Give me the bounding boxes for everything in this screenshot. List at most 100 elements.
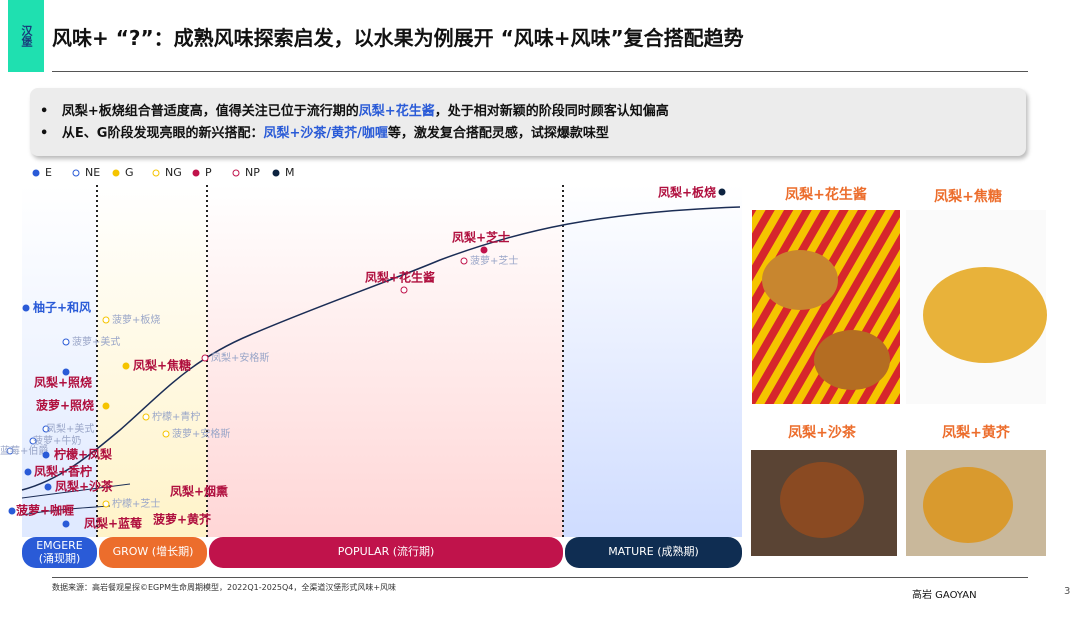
text: 等，激发复合搭配灵感，试探爆款味型: [387, 126, 609, 141]
point-marker: [24, 468, 32, 476]
point-marker: [102, 316, 110, 324]
point-label: 凤梨+美式: [46, 422, 94, 435]
curve-branch: [21, 483, 131, 499]
slide-title: 风味+ “?”：成熟风味探索启发，以水果为例展开 “风味+风味”复合搭配趋势: [52, 26, 744, 50]
section-tag: 汉堡: [8, 0, 44, 72]
legend-label: E: [45, 166, 52, 179]
point-marker: [142, 413, 150, 421]
stage-zone: [22, 185, 97, 537]
image-caption: 凤梨+沙茶: [788, 424, 857, 441]
bullet: • 从E、G阶段发现亮眼的新兴搭配：凤梨+沙茶/黄芥/咖喱等，激发复合搭配灵感，…: [40, 126, 609, 141]
burger: [814, 330, 890, 390]
legend-marker: [112, 169, 120, 177]
point-marker: [201, 354, 209, 362]
point-label: 凤梨+香柠: [34, 464, 92, 479]
legend-label: P: [205, 166, 212, 179]
stage-zone: [97, 185, 207, 537]
stage-pill: [209, 537, 563, 568]
burger: [780, 462, 864, 538]
burger: [923, 467, 1013, 543]
point-marker: [122, 362, 130, 370]
point-marker: [718, 188, 726, 196]
point-label: 凤梨+烟熏: [170, 484, 228, 499]
legend-label: NE: [85, 166, 100, 179]
bullet: • 凤梨+板烧组合普适度高，值得关注已位于流行期的凤梨+花生酱，处于相对新颖的阶…: [40, 104, 669, 119]
point-label: 菠萝+美式: [72, 335, 120, 348]
stage-zone: [207, 185, 563, 537]
page-number: 3: [1064, 586, 1071, 597]
legend-label: M: [285, 166, 295, 179]
stage-pill: [565, 537, 742, 568]
legend-marker: [272, 169, 280, 177]
text: 凤梨+板烧组合普适度高，值得关注已位于流行期的: [61, 104, 359, 119]
legend-label: NP: [245, 166, 260, 179]
stage-pill: [99, 537, 207, 568]
point-label: 菠萝+咖喱: [16, 503, 74, 518]
point-label: 凤梨+花生酱: [365, 270, 435, 285]
stage-name: POPULAR (流行期): [338, 544, 435, 558]
point-marker: [460, 257, 468, 265]
title-rule: [52, 71, 1028, 72]
point-marker: [44, 483, 52, 491]
point-label: 凤梨+蓝莓: [84, 516, 142, 531]
point-label: 凤梨+照烧: [34, 375, 92, 390]
point-label: 凤梨+焦糖: [133, 358, 191, 373]
point-label: 菠萝+芝士: [470, 254, 518, 267]
stage-name: MATURE (成熟期): [608, 544, 699, 558]
highlight: 凤梨+花生酱: [358, 104, 435, 119]
point-label: 菠萝+黄芥: [153, 512, 212, 527]
legend-marker: [192, 169, 200, 177]
point-label: 凤梨+沙茶: [55, 479, 114, 494]
legend-label: NG: [165, 166, 182, 179]
lifecycle-curve: [21, 206, 741, 491]
point-label: 菠萝+板烧: [112, 313, 160, 326]
curve-branch: [21, 505, 111, 516]
point-marker: [162, 430, 170, 438]
legend-marker: [32, 169, 40, 177]
legend-marker: [72, 169, 80, 177]
point-marker: [8, 507, 16, 515]
stage-name: GROW (增长期): [113, 544, 194, 558]
point-marker: [42, 451, 50, 459]
burger: [923, 267, 1047, 363]
point-label: 凤梨+安格斯: [211, 351, 269, 364]
point-label: 菠萝+照烧: [36, 398, 94, 413]
stage-sub: (涌现期): [39, 552, 81, 565]
point-label: 柚子+和风: [33, 300, 91, 315]
point-marker: [29, 437, 37, 445]
stage-zone: [563, 185, 742, 537]
legend-marker: [232, 169, 240, 177]
point-label: 柠檬+青柠: [152, 410, 200, 423]
point-label: 蓝莓+伯爵: [0, 444, 48, 457]
highlight: 凤梨+沙茶/黄芥/咖喱: [263, 126, 388, 141]
image-caption: 凤梨+黄芥: [942, 424, 1011, 441]
image-caption: 凤梨+焦糖: [934, 188, 1002, 205]
brand: 高岩 GAOYAN: [912, 590, 977, 601]
point-marker: [22, 304, 30, 312]
point-label: 菠萝+安格斯: [172, 427, 230, 440]
image-caption: 凤梨+花生酱: [785, 186, 867, 203]
point-marker: [62, 520, 70, 528]
point-label: 凤梨+芝士: [452, 230, 510, 245]
text: 从E、G阶段发现亮眼的新兴搭配：: [61, 126, 264, 141]
stage-pill: [22, 537, 97, 568]
point-label: 菠萝+牛奶: [33, 434, 81, 447]
source-note: 数据来源：高岩餐观星探©EGPM生命周期模型，2022Q1-2025Q4，全渠道…: [52, 583, 397, 592]
burger: [762, 250, 838, 310]
text: ，处于相对新颖的阶段同时顾客认知偏高: [434, 104, 669, 119]
point-marker: [102, 500, 110, 508]
point-marker: [62, 368, 70, 376]
stage-name: EMGERE: [36, 539, 83, 552]
point-marker: [102, 402, 110, 410]
point-marker: [6, 447, 14, 455]
point-marker: [42, 425, 50, 433]
point-marker: [62, 338, 70, 346]
footer-rule: [52, 577, 1028, 578]
point-label: 柠檬+凤梨: [54, 447, 112, 462]
point-marker: [400, 286, 408, 294]
point-marker: [480, 246, 488, 254]
legend-label: G: [125, 166, 134, 179]
point-label: 柠檬+芝士: [112, 497, 160, 510]
